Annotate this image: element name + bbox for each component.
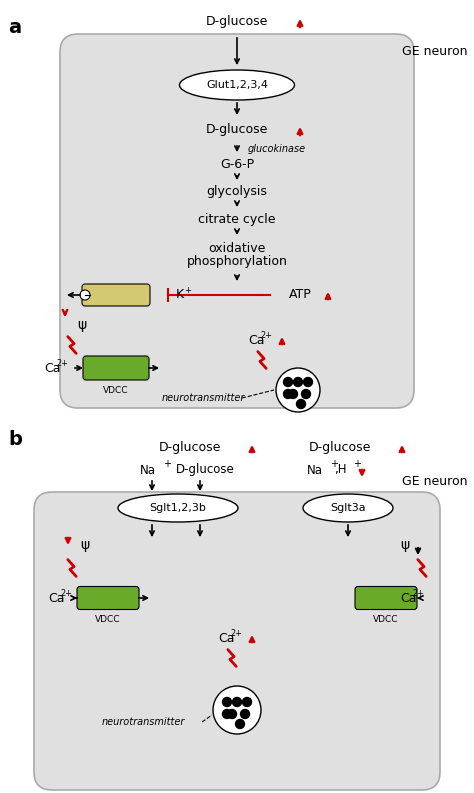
Text: Ca: Ca [218,631,235,645]
Circle shape [222,710,231,718]
Text: Sglt3a: Sglt3a [330,503,366,513]
Circle shape [297,400,306,408]
Text: Na: Na [307,463,323,477]
FancyBboxPatch shape [355,587,417,610]
Text: D-glucose: D-glucose [206,124,268,136]
Text: VDCC: VDCC [373,615,399,625]
Text: +: + [353,459,361,469]
Text: +: + [330,459,338,469]
Circle shape [80,290,90,300]
Text: ψ: ψ [77,318,87,332]
Text: Ca: Ca [48,592,64,604]
Text: +: + [184,286,191,295]
Text: ,H: ,H [334,463,346,477]
Text: glycolysis: glycolysis [207,186,267,198]
Text: 2+: 2+ [60,589,72,598]
Text: 2+: 2+ [56,359,68,368]
Text: Sglt1,2,3b: Sglt1,2,3b [150,503,207,513]
Text: Ca: Ca [400,592,417,604]
Circle shape [303,377,312,386]
Text: ψ: ψ [400,538,409,552]
Text: 2+: 2+ [230,629,242,638]
Text: a: a [8,18,21,37]
Text: D-glucose: D-glucose [206,16,268,29]
Text: D-glucose: D-glucose [176,463,234,477]
Text: phosphorylation: phosphorylation [187,255,287,267]
Circle shape [213,686,261,734]
FancyBboxPatch shape [83,356,149,380]
Circle shape [276,368,320,412]
Circle shape [233,698,241,707]
Text: Ca: Ca [248,334,264,347]
FancyBboxPatch shape [77,587,139,610]
Text: Na: Na [140,463,156,477]
Circle shape [283,377,292,386]
Text: GE neuron: GE neuron [402,475,468,488]
Circle shape [301,389,310,399]
Circle shape [236,719,245,729]
Text: citrate cycle: citrate cycle [198,213,276,227]
Ellipse shape [180,70,294,100]
Ellipse shape [118,494,238,522]
Circle shape [222,698,231,707]
Text: 2+: 2+ [260,331,272,340]
FancyBboxPatch shape [60,34,414,408]
Text: Ca: Ca [44,362,61,374]
Text: VDCC: VDCC [103,386,129,395]
Text: b: b [8,430,22,449]
Text: 2+: 2+ [412,589,424,598]
Text: glucokinase: glucokinase [248,144,306,154]
Text: ATP: ATP [289,289,311,301]
Text: G-6-P: G-6-P [220,159,254,171]
Text: D-glucose: D-glucose [159,442,221,454]
FancyBboxPatch shape [34,492,440,790]
Circle shape [283,389,292,399]
Circle shape [293,377,302,386]
Text: GE neuron: GE neuron [402,45,468,58]
Circle shape [289,389,298,399]
Ellipse shape [303,494,393,522]
Circle shape [228,710,237,718]
Text: oxidative: oxidative [208,242,266,255]
Text: neurotransmitter: neurotransmitter [102,717,185,727]
Text: VDCC: VDCC [95,615,121,625]
Circle shape [240,710,249,718]
Text: Glut1,2,3,4: Glut1,2,3,4 [206,80,268,90]
Text: ψ: ψ [80,538,89,552]
Text: K: K [176,289,184,301]
Text: neurotransmitter: neurotransmitter [162,393,246,403]
FancyBboxPatch shape [82,284,150,306]
Text: +: + [163,459,171,469]
Text: D-glucose: D-glucose [309,442,371,454]
Circle shape [243,698,252,707]
